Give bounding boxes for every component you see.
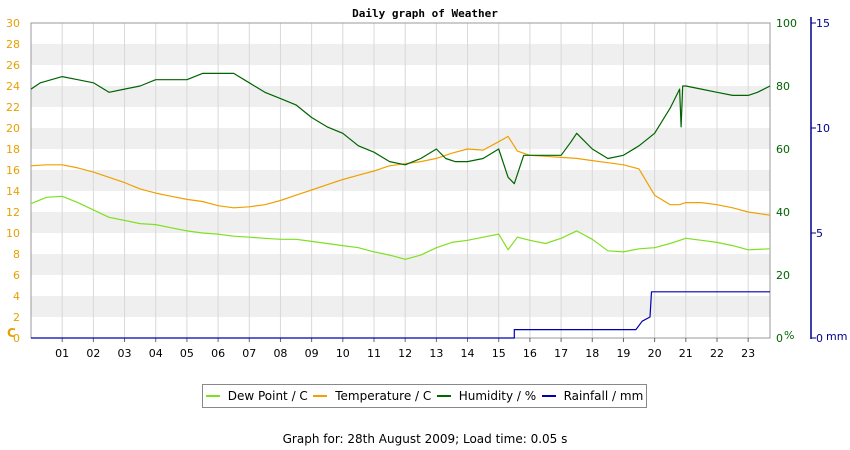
x-tick-label: 23 <box>741 347 755 360</box>
grid-band <box>31 128 770 149</box>
legend-swatch-humidity <box>436 395 451 397</box>
vertical-gridlines <box>61 23 749 338</box>
left-tick-label: 30 <box>6 17 20 30</box>
humidity-axis-ticks: 0 20 40 60 80 100 <box>776 17 797 345</box>
x-tick-label: 21 <box>679 347 693 360</box>
humidity-tick-label: 60 <box>776 143 790 156</box>
x-tick-label: 10 <box>336 347 350 360</box>
left-tick-label: 14 <box>6 185 20 198</box>
x-tick-label: 05 <box>180 347 194 360</box>
grid-band <box>31 86 770 107</box>
grid-band <box>31 296 770 317</box>
legend: Dew Point / C Temperature / C Humidity /… <box>202 384 647 408</box>
left-tick-label: 24 <box>6 80 20 93</box>
x-tick-label: 12 <box>398 347 412 360</box>
dew-point-line <box>30 195 771 260</box>
x-tick-label: 15 <box>492 347 506 360</box>
x-tick-label: 02 <box>86 347 100 360</box>
rain-tick-label: 0 <box>816 332 823 345</box>
x-axis-ticks: 01 02 03 04 05 06 07 08 09 10 11 12 13 14 15 16 17 18 19 20… <box>55 338 755 360</box>
left-tick-label: 0 <box>13 332 20 345</box>
legend-item-temperature: Temperature / C <box>313 389 431 403</box>
grid-band <box>31 254 770 275</box>
x-tick-label: 06 <box>211 347 225 360</box>
x-tick-label: 22 <box>710 347 724 360</box>
x-tick-label: 14 <box>461 347 475 360</box>
temperature-line <box>30 135 771 216</box>
humidity-tick-label: 20 <box>776 269 790 282</box>
legend-label-rainfall: Rainfall / mm <box>563 389 644 403</box>
x-tick-label: 20 <box>648 347 662 360</box>
humidity-tick-label: 100 <box>776 17 797 30</box>
humidity-axis-unit: % <box>784 329 794 342</box>
legend-label-temperature: Temperature / C <box>335 389 432 403</box>
footer-text: Graph for: 28th August 2009; Load time: … <box>282 432 568 446</box>
grid-band <box>31 170 770 191</box>
x-tick-label: 03 <box>118 347 132 360</box>
humidity-tick-label: 0 <box>776 332 783 345</box>
series-layer <box>30 72 771 339</box>
left-tick-label: 18 <box>6 143 20 156</box>
x-tick-label: 07 <box>242 347 256 360</box>
x-tick-label: 16 <box>523 347 537 360</box>
left-tick-label: 10 <box>6 227 20 240</box>
left-tick-label: 2 <box>13 311 20 324</box>
rain-axis-unit: mm <box>826 330 847 343</box>
x-tick-label: 11 <box>367 347 381 360</box>
legend-item-dew-point: Dew Point / C <box>205 389 308 403</box>
rain-tick-label: 15 <box>816 17 830 30</box>
left-tick-label: 20 <box>6 122 20 135</box>
left-tick-label: 22 <box>6 101 20 114</box>
left-tick-label: 26 <box>6 59 20 72</box>
rainfall-line <box>31 291 770 339</box>
humidity-tick-label: 80 <box>776 80 790 93</box>
x-tick-label: 01 <box>55 347 69 360</box>
humidity-tick-label: 40 <box>776 206 790 219</box>
grid-band <box>31 44 770 65</box>
legend-label-dew-point: Dew Point / C <box>227 389 308 403</box>
legend-swatch-rainfall <box>541 395 556 397</box>
grid-band <box>31 212 770 233</box>
x-tick-label: 17 <box>554 347 568 360</box>
left-tick-label: 12 <box>6 206 20 219</box>
left-tick-label: 28 <box>6 38 20 51</box>
left-tick-label: 6 <box>13 269 20 282</box>
humidity-line <box>30 72 771 185</box>
left-tick-label: 16 <box>6 164 20 177</box>
rain-tick-label: 10 <box>816 122 830 135</box>
left-axis-unit: C <box>7 326 16 340</box>
legend-item-rainfall: Rainfall / mm <box>541 389 644 403</box>
rain-axis-ticks: 0 5 10 15 <box>811 17 830 345</box>
left-tick-label: 8 <box>13 248 20 261</box>
x-tick-label: 08 <box>273 347 287 360</box>
legend-item-humidity: Humidity / % <box>436 389 537 403</box>
legend-swatch-temperature <box>313 395 328 397</box>
legend-swatch-dew-point <box>205 395 220 397</box>
chart-title: Daily graph of Weather <box>352 7 498 20</box>
rain-tick-label: 5 <box>816 227 823 240</box>
left-tick-label: 4 <box>13 290 20 303</box>
x-tick-label: 19 <box>616 347 630 360</box>
x-tick-label: 04 <box>149 347 163 360</box>
background-bands <box>31 44 770 317</box>
legend-label-humidity: Humidity / % <box>458 389 537 403</box>
x-tick-label: 09 <box>305 347 319 360</box>
x-tick-label: 18 <box>585 347 599 360</box>
x-tick-label: 13 <box>429 347 443 360</box>
